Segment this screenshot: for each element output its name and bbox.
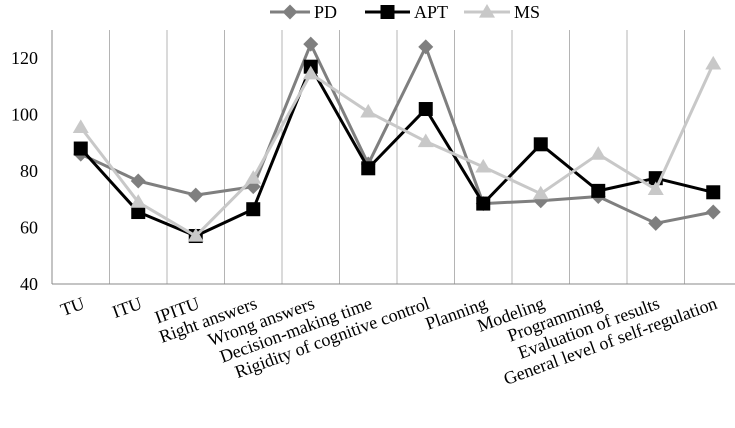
point-ms-general-level-of-self-regulation [705, 55, 722, 70]
point-ms-planning [475, 158, 492, 173]
point-apt-itu [131, 205, 146, 220]
point-apt-general-level-of-self-regulation [706, 185, 721, 200]
point-apt-decision-making-time [361, 161, 376, 176]
point-ms-evaluation-of-results [647, 181, 664, 196]
y-tick-label: 80 [20, 161, 38, 181]
category-label-tu: TU [58, 293, 87, 320]
vertical-gridlines [109, 30, 685, 284]
series-line-pd [80, 42, 714, 225]
point-apt-programming [591, 183, 606, 198]
category-label-itu: ITU [110, 293, 145, 322]
point-apt-right-answers [246, 202, 261, 217]
point-ms-wrong-answers [302, 65, 319, 80]
legend: PD APT MS [270, 2, 540, 22]
point-ms-ipitu [187, 228, 204, 242]
legend-entry-pd: PD [270, 2, 337, 22]
point-pd-itu [130, 173, 146, 189]
axes [51, 30, 735, 285]
point-ms-modeling [532, 185, 549, 200]
legend-entry-apt: APT [365, 2, 448, 22]
point-ms-decision-making-time [360, 103, 377, 118]
point-pd-general-level-of-self-regulation [705, 204, 721, 220]
legend-label: APT [414, 2, 448, 22]
point-ms-rigidity-of-cognitive-control [417, 133, 434, 148]
data-series [72, 36, 722, 244]
point-ms-right-answers [245, 170, 262, 184]
point-ms-programming [590, 146, 607, 160]
point-pd-rigidity-of-cognitive-control [418, 39, 434, 55]
y-tick-label: 40 [20, 274, 38, 294]
y-tick-label: 100 [11, 105, 38, 125]
legend-swatch-marker [479, 4, 495, 18]
point-apt-rigidity-of-cognitive-control [418, 102, 433, 117]
point-pd-evaluation-of-results [648, 215, 664, 231]
legend-swatch-marker [282, 4, 298, 20]
point-apt-modeling [533, 137, 548, 152]
legend-entry-ms: MS [464, 2, 540, 22]
point-ms-itu [130, 194, 147, 208]
legend-label: PD [314, 2, 337, 22]
y-tick-label: 120 [11, 48, 38, 68]
point-ms-tu [72, 119, 89, 133]
legend-label: MS [514, 2, 540, 22]
y-tick-label: 60 [20, 218, 38, 238]
point-apt-tu [73, 141, 88, 156]
series-ms [72, 55, 722, 242]
y-axis-tick-labels: 40 60 80 100 120 [11, 48, 38, 294]
series-line-ms [79, 63, 715, 238]
point-pd-ipitu [188, 187, 204, 203]
point-apt-planning [476, 196, 491, 211]
legend-swatch-marker [380, 5, 395, 19]
point-pd-wrong-answers [303, 36, 319, 52]
